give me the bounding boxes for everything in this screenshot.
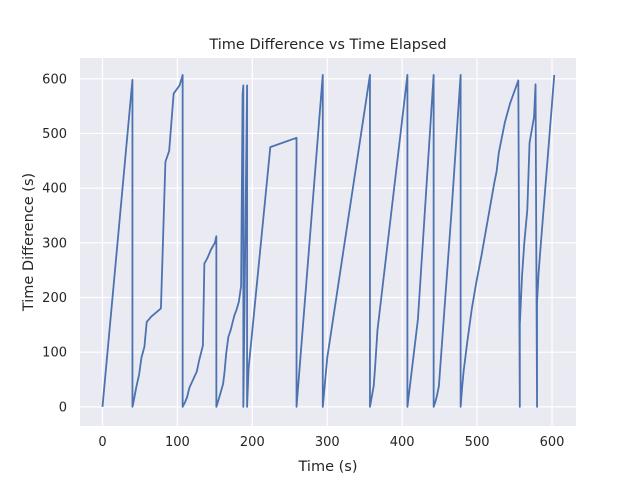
y-tick-label: 200 (42, 291, 67, 306)
y-tick-label: 400 (42, 182, 67, 197)
x-tick-label: 0 (98, 435, 106, 450)
x-axis-label: Time (s) (298, 459, 358, 475)
x-tick-labels: 0 100 200 300 400 500 600 (98, 435, 564, 450)
chart-title: Time Difference vs Time Elapsed (208, 37, 446, 53)
y-tick-labels: 0 100 200 300 400 500 600 (42, 72, 67, 415)
y-tick-label: 100 (42, 346, 67, 361)
x-tick-label: 300 (315, 435, 340, 450)
series-line (101, 74, 556, 408)
y-axis-label: Time Difference (s) (21, 173, 37, 312)
y-tick-label: 0 (59, 400, 67, 415)
x-tick-label: 200 (240, 435, 265, 450)
x-tick-label: 500 (465, 435, 490, 450)
y-tick-label: 500 (42, 127, 67, 142)
plot-background (80, 58, 576, 426)
x-tick-label: 100 (165, 435, 190, 450)
x-tick-label: 600 (540, 435, 565, 450)
y-tick-label: 600 (42, 72, 67, 87)
x-tick-label: 400 (390, 435, 415, 450)
y-tick-label: 300 (42, 236, 67, 251)
